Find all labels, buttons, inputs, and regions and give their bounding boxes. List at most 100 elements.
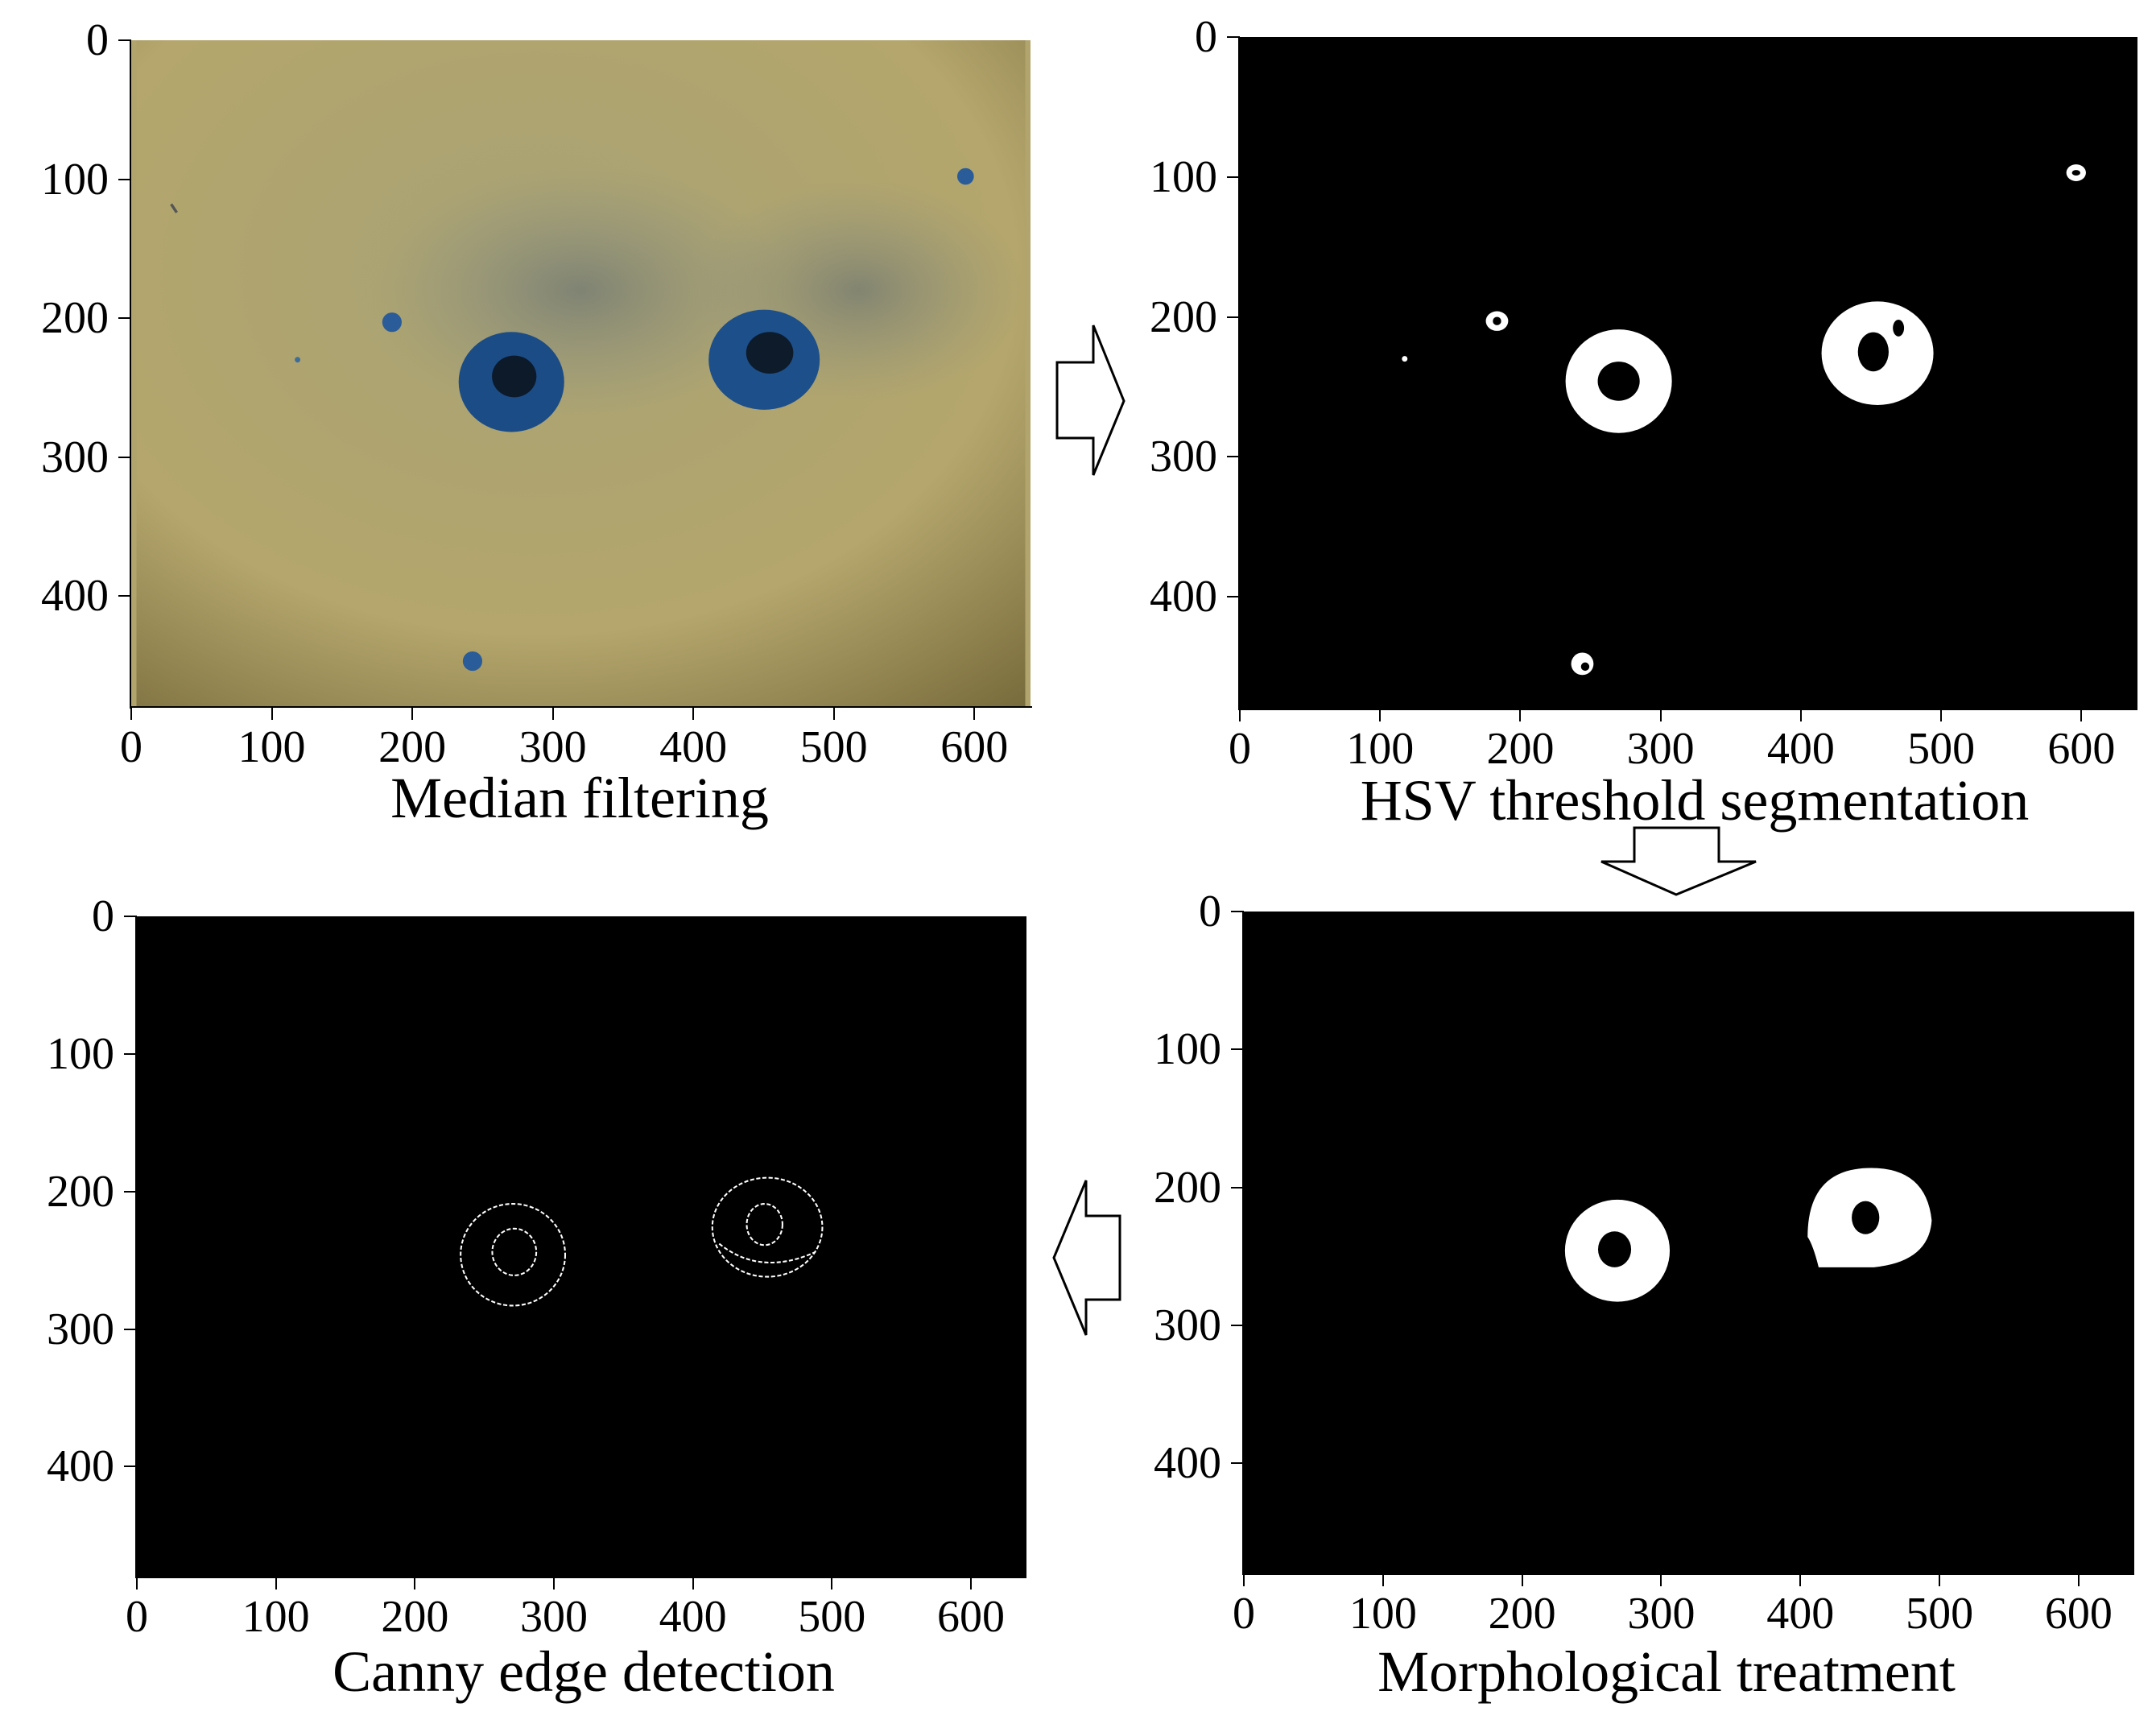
hsv-image-svg: [1241, 37, 2137, 709]
x-tick-label: 200: [381, 1592, 449, 1642]
y-tick-mark: [1231, 1462, 1244, 1464]
y-tick-mark: [118, 595, 131, 597]
y-tick-label: 100: [47, 1028, 114, 1079]
x-tick-mark: [1379, 709, 1382, 721]
x-tick-label: 500: [1906, 1589, 1974, 1639]
morphological-image: [1244, 912, 2134, 1573]
x-tick-mark: [130, 707, 132, 720]
y-tick-label: 400: [47, 1441, 114, 1492]
y-tick-label: 400: [1150, 572, 1217, 622]
x-tick-label: 300: [1627, 1589, 1695, 1639]
canny-image-svg: [141, 916, 1022, 1577]
y-tick-label: 300: [41, 432, 109, 482]
y-tick-label: 300: [1154, 1300, 1221, 1350]
dot-mid-left: [382, 312, 402, 333]
x-tick-label: 0: [126, 1592, 148, 1642]
x-tick-mark: [1521, 1573, 1523, 1586]
x-tick-mark: [414, 1577, 416, 1590]
ring-object-left: [458, 332, 564, 432]
y-tick-mark: [1227, 596, 1240, 597]
y-tick-label: 0: [86, 15, 109, 65]
y-tick-mark: [118, 317, 131, 319]
x-tick-label: 300: [519, 1592, 588, 1642]
x-tick-label: 500: [1907, 724, 1976, 774]
y-tick-mark: [1231, 1324, 1244, 1326]
y-tick-label: 200: [47, 1166, 114, 1217]
hsv-binary-image: [1240, 37, 2137, 709]
canny-edge-image: [137, 916, 1026, 1577]
y-tick-label: 100: [1154, 1024, 1221, 1075]
y-tick-mark: [1231, 1186, 1244, 1189]
x-tick-label: 200: [1486, 724, 1555, 774]
x-tick-label: 400: [1766, 1589, 1835, 1639]
x-tick-label: 600: [2047, 724, 2116, 774]
x-tick-mark: [136, 1577, 138, 1590]
y-tick-label: 100: [1150, 151, 1217, 202]
caption-canny-edge: Canny edge detection: [332, 1639, 835, 1704]
y-tick-mark: [118, 456, 131, 458]
x-tick-label: 600: [940, 722, 1009, 772]
x-tick-label: 100: [242, 1592, 310, 1642]
y-tick-label: 200: [41, 293, 109, 343]
x-tick-mark: [1939, 1573, 1941, 1586]
caption-morphological: Morphological treatment: [1377, 1639, 1956, 1704]
x-tick-mark: [832, 707, 835, 720]
y-tick-mark: [124, 1190, 137, 1193]
x-tick-label: 200: [378, 722, 447, 772]
x-tick-mark: [1940, 709, 1943, 721]
dot-bottom: [462, 651, 483, 672]
y-tick-label: 400: [1154, 1438, 1221, 1488]
y-tick-label: 400: [41, 571, 109, 621]
x-tick-mark: [2080, 709, 2083, 721]
median-filtered-image: [131, 40, 1031, 707]
x-tick-mark: [275, 1577, 277, 1590]
x-tick-mark: [969, 1577, 972, 1590]
y-tick-label: 200: [1150, 291, 1217, 342]
y-tick-label: 100: [41, 154, 109, 205]
x-tick-mark: [1799, 709, 1802, 721]
x-tick-mark: [973, 707, 976, 720]
x-tick-mark: [1382, 1573, 1384, 1586]
y-tick-mark: [1227, 176, 1240, 178]
dot-top-right: [956, 167, 974, 185]
y-tick-label: 300: [47, 1304, 114, 1354]
morph-image-svg: [1248, 912, 2130, 1573]
x-tick-mark: [692, 1577, 694, 1590]
x-tick-mark: [271, 707, 273, 720]
x-tick-label: 400: [1766, 724, 1835, 774]
y-tick-label: 200: [1154, 1162, 1221, 1213]
y-tick-mark: [118, 178, 131, 180]
arrow-left-icon: [1052, 1180, 1121, 1336]
x-tick-mark: [1243, 1573, 1245, 1586]
caption-median-filtering: Median filtering: [390, 766, 769, 830]
y-tick-label: 300: [1150, 432, 1217, 482]
x-tick-label: 500: [798, 1592, 866, 1642]
y-tick-mark: [1231, 911, 1244, 912]
x-tick-label: 400: [659, 1592, 727, 1642]
median-image-svg: [136, 40, 1026, 707]
x-tick-mark: [1239, 709, 1241, 721]
x-tick-label: 0: [1229, 724, 1251, 774]
y-tick-mark: [1231, 1048, 1244, 1051]
y-tick-mark: [1227, 36, 1240, 38]
x-tick-mark: [551, 707, 554, 720]
x-tick-label: 0: [1233, 1589, 1255, 1639]
x-tick-mark: [692, 707, 695, 720]
arrow-right-icon: [1055, 325, 1125, 476]
x-tick-label: 500: [799, 722, 868, 772]
y-tick-mark: [1227, 316, 1240, 318]
x-tick-mark: [1799, 1573, 1802, 1586]
x-tick-mark: [831, 1577, 833, 1590]
x-tick-mark: [1659, 709, 1662, 721]
caption-hsv-threshold: HSV threshold segmentation: [1360, 768, 2030, 833]
y-tick-mark: [124, 1052, 137, 1055]
y-tick-mark: [124, 1328, 137, 1330]
arrow-down-icon: [1600, 826, 1757, 896]
x-tick-label: 100: [1349, 1589, 1417, 1639]
x-tick-mark: [1519, 709, 1522, 721]
x-tick-label: 200: [1488, 1589, 1556, 1639]
x-tick-mark: [552, 1577, 555, 1590]
y-tick-label: 0: [1195, 12, 1217, 62]
x-tick-mark: [1660, 1573, 1662, 1586]
y-tick-label: 0: [1199, 887, 1221, 936]
